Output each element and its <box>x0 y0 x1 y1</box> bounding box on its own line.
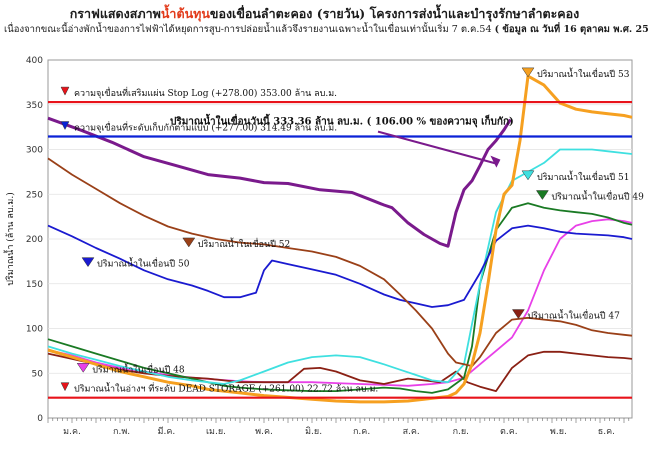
hline-label-0: ความจุเขื่อนที่เสริมแผ่น Stop Log (+278.… <box>74 86 337 99</box>
x-tick-label: มี.ค. <box>158 426 176 437</box>
x-tick-label: ต.ค. <box>500 427 518 437</box>
x-tick-label: ก.ค. <box>353 427 370 437</box>
annotation-marker-5 <box>511 309 525 320</box>
y-tick-label: 150 <box>26 280 43 290</box>
y-tick-label: 200 <box>26 235 43 245</box>
x-tick-label: พ.ค. <box>255 427 273 437</box>
series-y49 <box>47 202 633 394</box>
annotation-marker-3 <box>182 237 196 248</box>
x-tick-label: ก.พ. <box>113 427 130 437</box>
series-y52 <box>47 157 633 368</box>
annotation-label-4: ปริมาณน้ำในเขื่อนปี 50 <box>97 257 190 270</box>
x-tick-label: มิ.ย. <box>305 426 322 437</box>
y-tick-label: 400 <box>26 56 43 66</box>
x-tick-label: ธ.ค. <box>598 427 615 437</box>
y-tick-label: 100 <box>26 325 43 335</box>
x-tick-label: พ.ย. <box>550 427 567 437</box>
hline-marker-1 <box>60 121 70 131</box>
annotation-marker-6 <box>76 363 90 373</box>
y-tick-label: 350 <box>26 101 43 111</box>
x-tick-label: เม.ย. <box>206 427 226 437</box>
axis-layer: 0 50 100 150 200 250 300 350 400 ม.ค. ก.พ. มี.ค. เม.… <box>26 56 630 437</box>
y-tick-label: 250 <box>26 190 43 200</box>
annotation-marker-2 <box>535 190 549 200</box>
y-tick-label: 300 <box>26 146 43 156</box>
x-tick-label: ม.ค. <box>63 427 81 437</box>
annotation-layer: ปริมาณน้ำในเขื่อนปี 53 ปริมาณน้ำในเขื่อนป… <box>76 67 644 375</box>
y-tick-label: 0 <box>37 414 43 424</box>
hline-layer: ความจุเขื่อนที่เสริมแผ่น Stop Log (+278.… <box>48 86 632 399</box>
series-y48 <box>47 218 633 387</box>
y-tick-label: 50 <box>32 369 44 379</box>
hline-label-1: ความจุเขื่อนที่ระดับเก็บกักตามแบบ (+277.… <box>74 121 337 134</box>
series-layer <box>47 74 633 404</box>
hline-marker-0 <box>60 86 70 96</box>
today-arrow-head <box>490 155 501 168</box>
x-tick-label: ส.ค. <box>403 427 420 437</box>
annotation-marker-4 <box>81 257 95 268</box>
annotation-label-2: ปริมาณน้ำในเขื่อนปี 49 <box>551 190 644 203</box>
chart-title: กราฟแสดงสภาพน้ำต้นทุนของเขื่อนลำตะคอง (ร… <box>69 6 580 21</box>
hline-marker-2 <box>60 382 70 392</box>
hline-label-2: ปริมาณน้ำในอ่างฯ ที่ระดับ DEAD STORAGE (… <box>74 382 378 395</box>
grid <box>47 59 633 419</box>
annotation-label-1: ปริมาณน้ำในเขื่อนปี 51 <box>537 170 629 183</box>
annotation-label-3: ปริมาณน้ำในเขื่อนปี 52 <box>198 237 290 250</box>
series-y51 <box>47 148 633 385</box>
annotation-marker-1 <box>521 170 535 181</box>
series-y50 <box>47 224 633 308</box>
series-y54 <box>47 116 512 248</box>
annotation-marker-0 <box>521 67 535 78</box>
today-arrow <box>377 130 497 165</box>
y-axis-label: ปริมาณน้ำ (ล้าน ลบ.ม.) <box>3 192 16 285</box>
annotation-label-0: ปริมาณน้ำในเขื่อนปี 53 <box>537 67 630 80</box>
chart-subtitle: เนื่องจากขณะนี้อ่างพักน้ำของการไฟฟ้าได้ห… <box>4 24 649 35</box>
series-y47 <box>47 350 633 393</box>
annotation-label-6: ปริมาณน้ำในเขื่อนปี 48 <box>92 362 185 375</box>
annotation-label-5: ปริมาณน้ำในเขื่อนปี 47 <box>527 309 620 322</box>
x-tick-label: ก.ย. <box>453 427 469 437</box>
today-volume-label: ปริมาณน้ำในเขื่อนวันนี้ 333.36 ล้าน ลบ.ม… <box>170 113 514 127</box>
